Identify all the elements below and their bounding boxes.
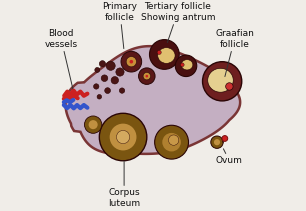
Circle shape <box>105 88 110 93</box>
Circle shape <box>84 116 102 133</box>
Circle shape <box>146 75 148 77</box>
Text: Graafian
follicle: Graafian follicle <box>215 29 254 77</box>
Circle shape <box>175 55 197 77</box>
Circle shape <box>95 68 100 72</box>
Circle shape <box>101 75 108 81</box>
Text: Blood
vessels: Blood vessels <box>45 29 78 89</box>
Text: Ovum: Ovum <box>216 149 243 165</box>
Ellipse shape <box>181 60 193 70</box>
Circle shape <box>150 40 179 69</box>
Circle shape <box>121 51 142 72</box>
Circle shape <box>162 133 181 151</box>
Circle shape <box>126 57 136 67</box>
Circle shape <box>106 61 115 70</box>
Circle shape <box>116 68 124 76</box>
Circle shape <box>129 60 133 64</box>
Circle shape <box>94 84 99 89</box>
Text: Corpus
luteum: Corpus luteum <box>108 161 140 208</box>
Text: Primary
follicle: Primary follicle <box>103 3 137 49</box>
Circle shape <box>143 72 151 80</box>
Circle shape <box>110 124 136 150</box>
Circle shape <box>214 139 220 145</box>
Circle shape <box>97 95 102 99</box>
Circle shape <box>222 136 228 141</box>
Circle shape <box>139 68 155 84</box>
Circle shape <box>155 125 188 159</box>
Polygon shape <box>65 46 240 154</box>
Circle shape <box>181 63 184 67</box>
Circle shape <box>117 130 130 144</box>
Circle shape <box>211 136 223 148</box>
Circle shape <box>169 135 179 145</box>
Ellipse shape <box>158 48 175 63</box>
Circle shape <box>226 83 233 90</box>
Circle shape <box>203 62 242 101</box>
Text: Tertiary follicle
Showing antrum: Tertiary follicle Showing antrum <box>140 3 215 43</box>
Circle shape <box>99 61 106 67</box>
Circle shape <box>119 88 125 93</box>
Circle shape <box>99 113 147 161</box>
Ellipse shape <box>208 68 233 92</box>
Circle shape <box>111 77 118 84</box>
Circle shape <box>89 120 98 129</box>
Circle shape <box>157 50 161 54</box>
